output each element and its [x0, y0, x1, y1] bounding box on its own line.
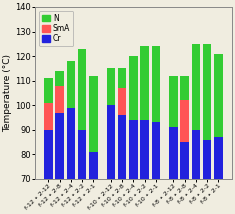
Bar — [55, 86, 64, 113]
Bar — [67, 61, 75, 108]
Bar — [192, 130, 200, 179]
Bar — [118, 68, 126, 88]
Bar — [78, 130, 86, 179]
Bar — [180, 142, 189, 179]
Bar — [214, 137, 223, 179]
Bar — [118, 88, 126, 115]
Bar — [169, 127, 178, 179]
Bar — [118, 115, 126, 179]
Bar — [44, 130, 53, 179]
Bar — [129, 120, 138, 179]
Bar — [203, 140, 211, 179]
Bar — [107, 68, 115, 105]
Bar — [55, 71, 64, 86]
Bar — [141, 46, 149, 120]
Bar — [152, 122, 160, 179]
Bar — [192, 44, 200, 130]
Bar — [89, 152, 98, 179]
Bar — [67, 108, 75, 179]
Bar — [180, 76, 189, 100]
Bar — [180, 100, 189, 142]
Bar — [44, 103, 53, 130]
Bar — [78, 49, 86, 130]
Bar — [203, 44, 211, 140]
Bar — [107, 105, 115, 179]
Bar — [141, 120, 149, 179]
Bar — [152, 46, 160, 122]
Legend: N, SmA, Cr: N, SmA, Cr — [39, 11, 73, 46]
Bar — [129, 56, 138, 120]
Bar — [55, 113, 64, 179]
Y-axis label: Temperature (°C): Temperature (°C) — [4, 54, 12, 132]
Bar — [214, 54, 223, 137]
Bar — [89, 76, 98, 152]
Bar — [44, 78, 53, 103]
Bar — [169, 76, 178, 127]
